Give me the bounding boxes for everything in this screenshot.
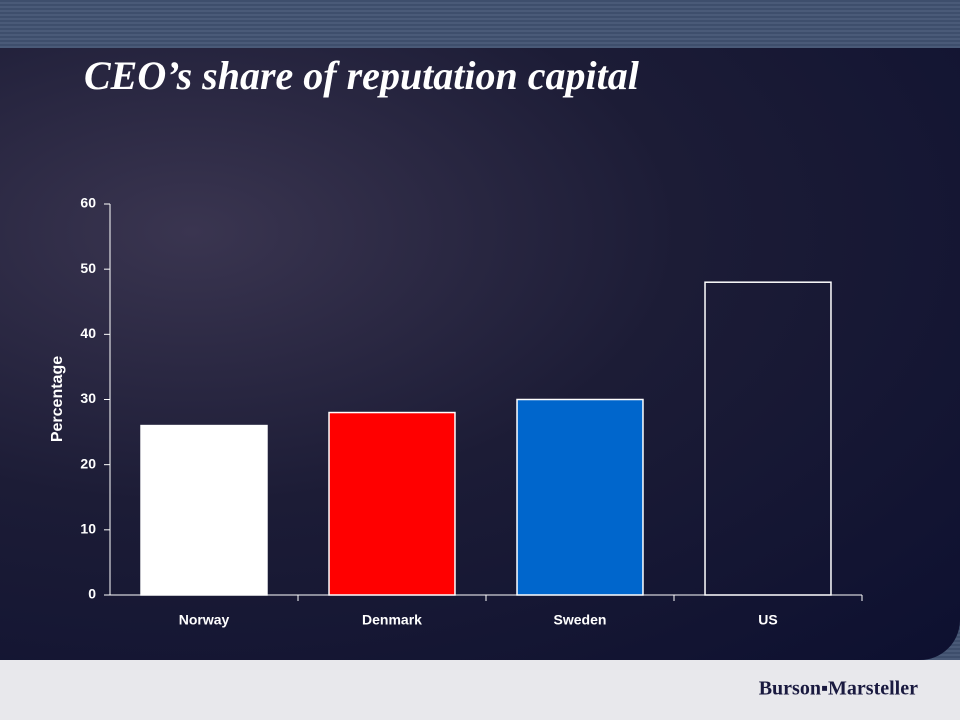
y-axis-label: Percentage (49, 356, 66, 442)
bar (704, 281, 832, 596)
bar (328, 411, 456, 596)
y-tick-label: 10 (80, 521, 96, 537)
footer-band (0, 660, 960, 720)
x-tick-label: Denmark (362, 612, 422, 628)
bar (516, 398, 644, 596)
y-tick-label: 40 (80, 325, 96, 341)
brand-logo: Burson▪Marsteller (759, 678, 918, 700)
y-tick-label: 20 (80, 455, 96, 471)
bar (140, 424, 268, 596)
x-tick-label: US (758, 612, 777, 628)
x-tick-label: Sweden (554, 612, 607, 628)
chart-title: CEO’s share of reputation capital (84, 53, 640, 98)
x-tick-label: Norway (179, 612, 230, 628)
y-tick-label: 50 (80, 260, 96, 276)
y-tick-label: 60 (80, 195, 96, 211)
y-tick-label: 30 (80, 390, 96, 406)
y-tick-label: 0 (88, 586, 96, 602)
